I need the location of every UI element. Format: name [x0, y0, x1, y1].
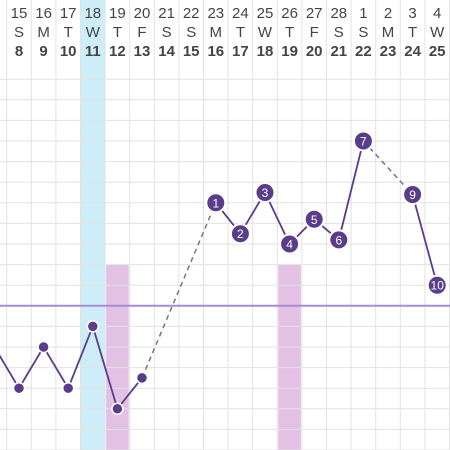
line-segment — [116, 377, 143, 410]
header-cycle-day: 9 — [39, 43, 47, 60]
header-cycle-day: 22 — [355, 43, 372, 60]
line-segment — [91, 326, 119, 410]
header-date: 4 — [433, 5, 441, 22]
numbered-point — [352, 130, 374, 152]
point-label: 9 — [409, 188, 416, 202]
numbered-point — [279, 233, 301, 255]
header-date: 27 — [306, 5, 323, 22]
header-cycle-day: 13 — [134, 43, 151, 60]
header-date: 24 — [232, 5, 249, 22]
chart-background — [80, 0, 301, 450]
header-date: 16 — [35, 5, 52, 22]
header-weekday: T — [236, 24, 245, 41]
header-date: 26 — [281, 5, 298, 22]
header-date: 23 — [207, 5, 224, 22]
point-label: 2 — [237, 227, 244, 241]
date-header: 15S816M917T1018W1119T1220F1321S1422S1523… — [11, 5, 446, 60]
header-date: 22 — [183, 5, 200, 22]
header-date: 25 — [257, 5, 274, 22]
numbered-point — [229, 223, 251, 245]
header-weekday: F — [310, 24, 319, 41]
point-label: 1 — [212, 196, 219, 210]
numbered-point — [205, 192, 227, 214]
header-cycle-day: 15 — [183, 43, 200, 60]
header-date: 3 — [408, 5, 416, 22]
header-cycle-day: 14 — [158, 43, 175, 60]
point-label: 6 — [335, 233, 342, 247]
header-cycle-day: 18 — [257, 43, 274, 60]
line-segment — [42, 346, 69, 389]
header-date: 15 — [11, 5, 28, 22]
numbered-point — [328, 229, 350, 251]
header-weekday: T — [408, 24, 417, 41]
numbered-point — [402, 184, 424, 206]
header-weekday: W — [430, 24, 445, 41]
dashed-segment — [141, 202, 217, 379]
header-cycle-day: 24 — [404, 43, 421, 60]
header-cycle-day: 20 — [306, 43, 323, 60]
marker-bar — [106, 264, 129, 450]
data-point — [12, 381, 26, 395]
header-weekday: S — [14, 24, 24, 41]
header-date: 19 — [109, 5, 126, 22]
header-cycle-day: 17 — [232, 43, 249, 60]
data-point — [111, 402, 124, 416]
header-cycle-day: 12 — [109, 43, 126, 60]
line-segment — [337, 140, 365, 241]
header-cycle-day: 25 — [429, 43, 446, 60]
header-date: 18 — [84, 5, 101, 22]
header-weekday: M — [37, 24, 50, 41]
temperature-points: 1 2 3 4 5 6 7 9 10 — [0, 130, 448, 416]
header-cycle-day: 8 — [15, 43, 23, 60]
header-weekday: S — [334, 24, 344, 41]
header-cycle-day: 16 — [207, 43, 224, 60]
header-cycle-day: 23 — [380, 43, 397, 60]
data-point — [135, 371, 149, 385]
dashed-segment — [362, 140, 414, 196]
point-label: 10 — [431, 279, 445, 293]
header-weekday: T — [285, 24, 294, 41]
point-label: 5 — [311, 213, 318, 227]
data-point — [37, 340, 50, 354]
line-segment — [18, 346, 45, 389]
header-date: 21 — [158, 5, 175, 22]
header-weekday: F — [137, 24, 146, 41]
header-weekday: S — [162, 24, 172, 41]
header-date: 28 — [330, 5, 347, 22]
line-segment — [0, 354, 20, 389]
header-cycle-day: 19 — [281, 43, 298, 60]
numbered-point — [426, 274, 448, 296]
header-weekday: T — [113, 24, 122, 41]
point-label: 7 — [360, 135, 367, 149]
header-date: 17 — [60, 5, 77, 22]
numbered-point — [303, 208, 325, 230]
highlight-column — [80, 0, 106, 450]
point-label: 3 — [262, 186, 269, 200]
header-date: 1 — [359, 5, 367, 22]
header-weekday: W — [258, 24, 273, 41]
point-label: 4 — [286, 238, 293, 252]
header-weekday: S — [186, 24, 196, 41]
temperature-lines — [0, 140, 439, 410]
data-point — [61, 381, 75, 395]
numbered-point — [254, 182, 276, 203]
header-cycle-day: 10 — [60, 43, 77, 60]
header-weekday: W — [86, 24, 101, 41]
header-weekday: T — [64, 24, 73, 41]
header-date: 2 — [384, 5, 392, 22]
line-segment — [411, 194, 439, 286]
header-weekday: S — [358, 24, 368, 41]
header-cycle-day: 11 — [85, 43, 101, 60]
header-date: 20 — [134, 5, 151, 22]
header-cycle-day: 21 — [330, 43, 347, 60]
header-weekday: M — [382, 24, 395, 41]
header-weekday: M — [210, 24, 223, 41]
data-point — [86, 320, 100, 333]
line-segment — [67, 326, 94, 389]
marker-bar — [278, 264, 301, 450]
